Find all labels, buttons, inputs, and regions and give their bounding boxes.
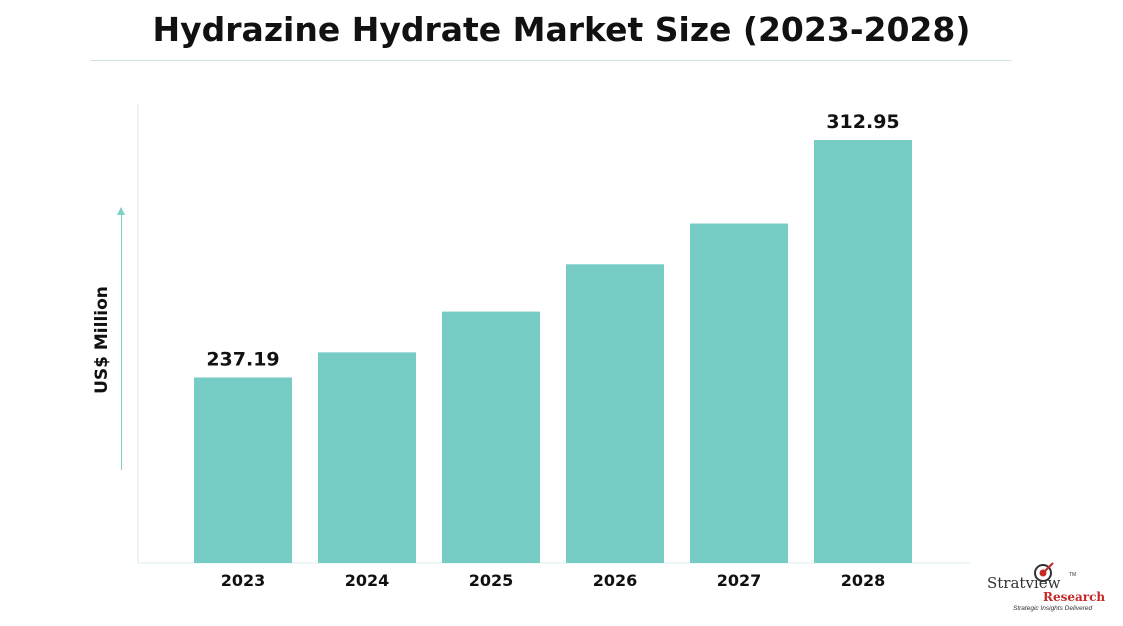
bar-2027 — [690, 223, 788, 563]
logo-research: Research — [1043, 590, 1106, 604]
x-tick-label-2025: 2025 — [469, 571, 514, 590]
bar-2024 — [318, 352, 416, 563]
bar-2028 — [814, 140, 912, 563]
x-tick-label-2028: 2028 — [841, 571, 886, 590]
data-label-2023: 237.19 — [206, 348, 279, 370]
bar-2025 — [442, 311, 540, 563]
bar-2026 — [566, 264, 664, 563]
target-icon — [1034, 562, 1054, 582]
logo-trademark: TM — [1069, 572, 1077, 578]
data-label-2028: 312.95 — [826, 111, 899, 133]
x-tick-label-2026: 2026 — [593, 571, 638, 590]
x-tick-label-2024: 2024 — [345, 571, 390, 590]
y-axis-arrow-line — [121, 212, 122, 470]
bar-2023 — [194, 377, 292, 563]
arrow-up-icon — [117, 207, 125, 215]
x-tick-label-2023: 2023 — [221, 571, 266, 590]
x-tick-label-2027: 2027 — [717, 571, 762, 590]
stratview-logo: Stratview TM Research Strategic Insights… — [985, 560, 1105, 620]
chart-title: Hydrazine Hydrate Market Size (2023-2028… — [152, 10, 971, 49]
title-divider — [90, 60, 1012, 61]
logo-name: Stratview — [987, 574, 1061, 592]
logo-tagline: Strategic Insights Delivered — [1013, 605, 1093, 612]
